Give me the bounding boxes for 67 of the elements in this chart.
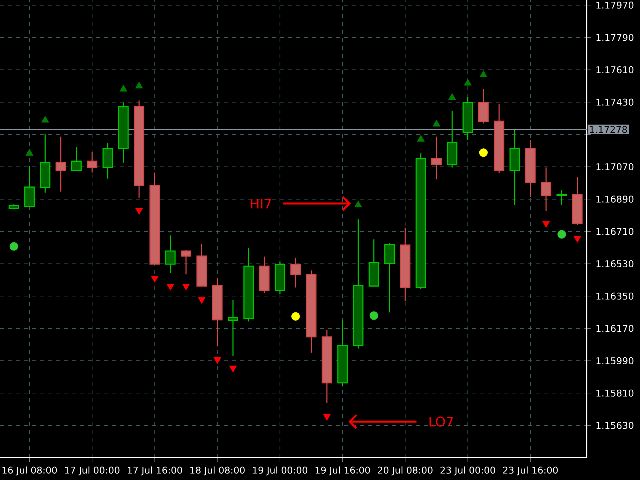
candlestick (431, 136, 442, 180)
point (323, 414, 331, 421)
point (370, 312, 378, 320)
y-tick-label: 1.17790 (596, 34, 634, 42)
y-tick-label: 1.17610 (596, 66, 634, 74)
y-tick-label: 1.16890 (596, 196, 634, 203)
point (120, 85, 128, 92)
point (166, 284, 174, 291)
point (214, 357, 222, 364)
x-tick-label: 17 Jul 00:00 (65, 466, 120, 476)
point (542, 221, 550, 228)
point (136, 208, 144, 215)
candlestick (87, 152, 98, 174)
y-tick-label: 1.16710 (596, 228, 634, 236)
y-tick-label: 1.15990 (596, 357, 634, 365)
candlestick (181, 250, 192, 276)
point (151, 276, 159, 283)
point (558, 230, 566, 239)
point (10, 242, 18, 251)
candlestick (165, 235, 176, 274)
y-tick-label: 1.16170 (596, 325, 634, 332)
point (480, 70, 488, 78)
candlestick (71, 146, 82, 172)
y-tick-label: 1.16350 (596, 292, 634, 300)
point (198, 297, 206, 304)
y-tick-label: 1.15810 (596, 390, 634, 397)
point (574, 236, 582, 243)
x-tick-label: 23 Jul 16:00 (503, 466, 558, 476)
ref-line-label: 1.17278 (590, 126, 628, 134)
point (479, 148, 488, 158)
x-tick-label: 17 Jul 16:00 (128, 466, 182, 476)
point (417, 135, 425, 142)
point (432, 120, 440, 127)
y-tick-label: 1.16530 (596, 260, 634, 268)
candlestick (510, 130, 520, 206)
y-tick-label: 1.15630 (596, 422, 634, 430)
candlestick (384, 243, 395, 314)
candlestick (478, 88, 489, 124)
point (42, 116, 50, 123)
point (354, 201, 362, 208)
point (182, 284, 190, 291)
candlestick (24, 166, 35, 208)
point (26, 149, 34, 156)
candlestick (447, 110, 458, 168)
point (448, 93, 456, 100)
point (464, 79, 472, 86)
point (230, 366, 237, 372)
annotation: HI7 (251, 198, 272, 209)
x-tick-label: 23 Jul 00:00 (440, 466, 496, 476)
candlestick (228, 300, 238, 357)
annotation: LO7 (430, 416, 454, 427)
x-tick-label: 19 Jul 00:00 (253, 466, 308, 476)
point (292, 312, 300, 321)
y-tick-label: 1.17430 (596, 98, 634, 106)
x-tick-label: 16 Jul 08:00 (2, 466, 58, 476)
candlestick (56, 136, 66, 192)
x-tick-label: 18 Jul 08:00 (190, 466, 245, 476)
y-tick-label: 1.17970 (596, 2, 634, 9)
candlestick (368, 239, 380, 288)
candlestick (290, 257, 302, 288)
candlestick (556, 190, 568, 206)
candlestick (102, 142, 114, 180)
point (136, 82, 144, 89)
x-tick-label: 20 Jul 08:00 (378, 466, 433, 476)
candlestick (541, 167, 552, 212)
x-tick-label: 19 Jul 16:00 (316, 466, 370, 476)
y-tick-label: 1.17070 (596, 164, 634, 171)
